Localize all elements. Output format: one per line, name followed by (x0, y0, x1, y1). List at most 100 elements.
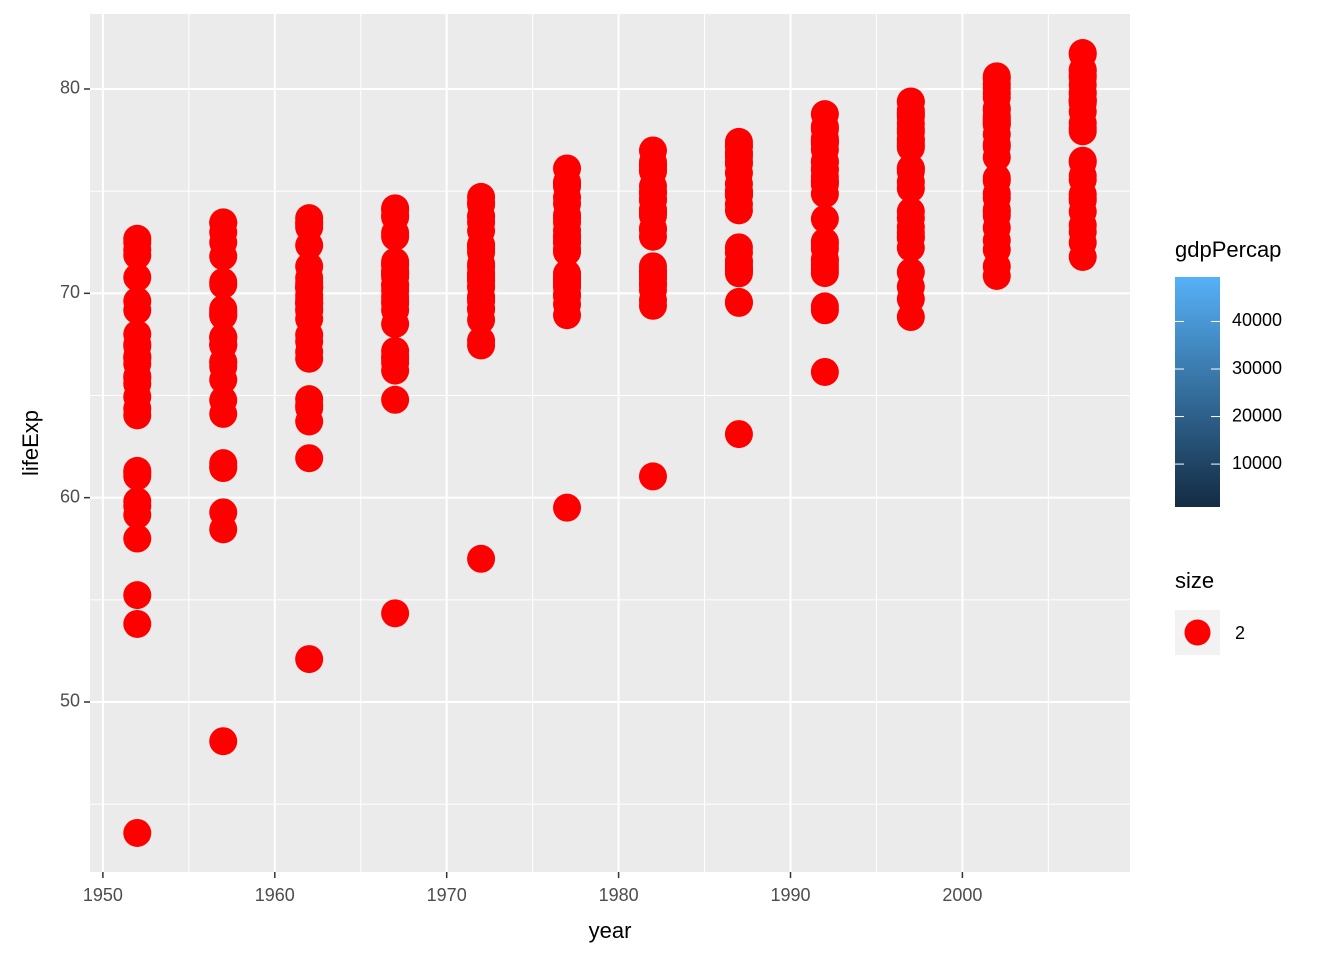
colorbar-label: 20000 (1232, 405, 1282, 425)
y-tick-label: 60 (60, 486, 80, 506)
point (381, 599, 410, 628)
point (209, 323, 238, 352)
point (810, 251, 839, 280)
point (982, 261, 1011, 290)
point (553, 222, 582, 251)
point (295, 391, 324, 420)
point (295, 263, 324, 292)
colorbar-label: 30000 (1232, 358, 1282, 378)
point (1068, 117, 1097, 146)
point (553, 259, 582, 288)
point (123, 581, 152, 610)
point (209, 209, 238, 238)
point (638, 196, 667, 225)
point (638, 257, 667, 286)
colorbar (1175, 277, 1220, 507)
panel (90, 14, 1130, 872)
point (381, 194, 410, 223)
point (724, 233, 753, 262)
point (209, 270, 238, 299)
point (381, 222, 410, 251)
y-tick-label: 50 (60, 691, 80, 711)
x-tick-label: 1990 (770, 885, 810, 905)
point (467, 331, 496, 360)
point (896, 258, 925, 287)
point (209, 399, 238, 428)
point (467, 202, 496, 231)
y-axis-title: lifeExp (18, 410, 43, 476)
point (295, 344, 324, 373)
point (810, 115, 839, 144)
point (123, 382, 152, 411)
color-legend-title: gdpPercap (1175, 237, 1281, 262)
point (1068, 184, 1097, 213)
point (123, 462, 152, 491)
point (209, 301, 238, 330)
point (896, 223, 925, 252)
point (295, 285, 324, 314)
x-tick-label: 1950 (83, 885, 123, 905)
point (1068, 40, 1097, 69)
point (295, 645, 324, 674)
point (553, 493, 582, 522)
point (896, 303, 925, 332)
point (896, 174, 925, 203)
colorbar-label: 40000 (1232, 310, 1282, 330)
point (381, 385, 410, 414)
point (209, 515, 238, 544)
point (209, 347, 238, 376)
point (724, 196, 753, 225)
point (467, 283, 496, 312)
point (123, 342, 152, 371)
point (123, 241, 152, 270)
x-tick-label: 1970 (427, 885, 467, 905)
size-legend-title: size (1175, 568, 1214, 593)
point (295, 210, 324, 239)
point (638, 152, 667, 181)
y-tick-label: 80 (60, 78, 80, 98)
point (1068, 86, 1097, 115)
point (638, 222, 667, 251)
point (724, 176, 753, 205)
point (810, 148, 839, 177)
point (810, 204, 839, 233)
point (123, 263, 152, 292)
point (123, 487, 152, 516)
point (638, 462, 667, 491)
legend-label: 2 (1235, 623, 1245, 643)
point (724, 127, 753, 156)
point (209, 449, 238, 478)
point (896, 87, 925, 116)
y-tick-label: 70 (60, 282, 80, 302)
point (896, 131, 925, 160)
point (982, 201, 1011, 230)
point (123, 524, 152, 553)
point (467, 305, 496, 334)
point (467, 182, 496, 211)
legend-symbol (1184, 619, 1211, 646)
point (553, 189, 582, 218)
colorbar-label: 10000 (1232, 453, 1282, 473)
point (810, 292, 839, 321)
point (381, 251, 410, 280)
x-axis-title: year (589, 918, 632, 943)
point (982, 106, 1011, 135)
point (123, 609, 152, 638)
point (810, 180, 839, 209)
point (209, 727, 238, 756)
point (381, 342, 410, 371)
point (724, 420, 753, 449)
point (553, 169, 582, 198)
x-tick-label: 1960 (255, 885, 295, 905)
point (724, 288, 753, 317)
x-tick-label: 2000 (942, 885, 982, 905)
x-tick-label: 1980 (599, 885, 639, 905)
point (982, 62, 1011, 91)
point (209, 228, 238, 257)
point (810, 357, 839, 386)
point (123, 296, 152, 325)
point (381, 296, 410, 325)
point (982, 143, 1011, 172)
